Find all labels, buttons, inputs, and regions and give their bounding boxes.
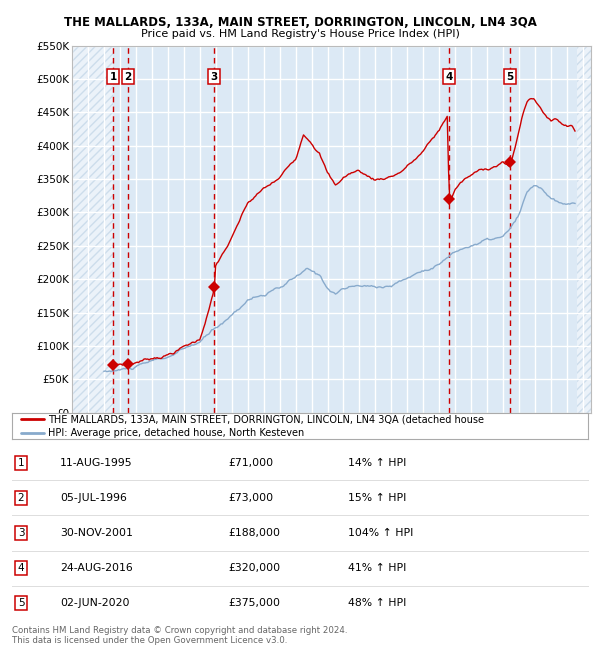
Text: 5: 5 <box>506 72 514 82</box>
Text: 2: 2 <box>17 493 25 503</box>
Text: 05-JUL-1996: 05-JUL-1996 <box>60 493 127 503</box>
Text: £320,000: £320,000 <box>228 563 280 573</box>
Text: 02-JUN-2020: 02-JUN-2020 <box>60 598 130 608</box>
Text: 1: 1 <box>17 458 25 468</box>
Text: 3: 3 <box>17 528 25 538</box>
Text: 5: 5 <box>17 598 25 608</box>
Text: THE MALLARDS, 133A, MAIN STREET, DORRINGTON, LINCOLN, LN4 3QA (detached house: THE MALLARDS, 133A, MAIN STREET, DORRING… <box>48 414 484 424</box>
Text: 15% ↑ HPI: 15% ↑ HPI <box>348 493 406 503</box>
Text: £73,000: £73,000 <box>228 493 273 503</box>
Text: 2: 2 <box>124 72 131 82</box>
Text: £188,000: £188,000 <box>228 528 280 538</box>
Text: Price paid vs. HM Land Registry's House Price Index (HPI): Price paid vs. HM Land Registry's House … <box>140 29 460 39</box>
Text: 30-NOV-2001: 30-NOV-2001 <box>60 528 133 538</box>
Text: 14% ↑ HPI: 14% ↑ HPI <box>348 458 406 468</box>
Text: HPI: Average price, detached house, North Kesteven: HPI: Average price, detached house, Nort… <box>48 428 304 438</box>
Text: £375,000: £375,000 <box>228 598 280 608</box>
Text: 11-AUG-1995: 11-AUG-1995 <box>60 458 133 468</box>
Text: 3: 3 <box>211 72 218 82</box>
Text: 24-AUG-2016: 24-AUG-2016 <box>60 563 133 573</box>
Text: Contains HM Land Registry data © Crown copyright and database right 2024.
This d: Contains HM Land Registry data © Crown c… <box>12 626 347 645</box>
Text: 104% ↑ HPI: 104% ↑ HPI <box>348 528 413 538</box>
Bar <box>577 46 591 413</box>
Text: THE MALLARDS, 133A, MAIN STREET, DORRINGTON, LINCOLN, LN4 3QA: THE MALLARDS, 133A, MAIN STREET, DORRING… <box>64 16 536 29</box>
Text: £71,000: £71,000 <box>228 458 273 468</box>
Bar <box>72 46 113 413</box>
Text: 4: 4 <box>446 72 453 82</box>
Text: 1: 1 <box>110 72 117 82</box>
Text: 48% ↑ HPI: 48% ↑ HPI <box>348 598 406 608</box>
Text: 4: 4 <box>17 563 25 573</box>
Text: 41% ↑ HPI: 41% ↑ HPI <box>348 563 406 573</box>
